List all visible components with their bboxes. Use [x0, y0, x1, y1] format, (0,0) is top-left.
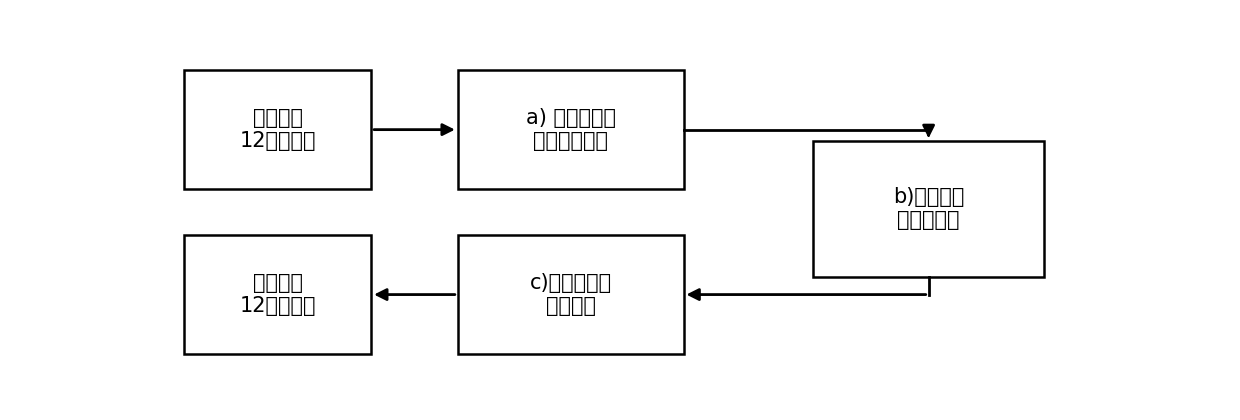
Bar	[458, 70, 683, 189]
Bar	[813, 141, 1044, 277]
Text: b)线性回归
训练、重建: b)线性回归 训练、重建	[893, 187, 965, 231]
Bar	[184, 70, 371, 189]
Text: 重建标准
12导联信号: 重建标准 12导联信号	[239, 273, 316, 316]
Bar	[458, 235, 683, 354]
Text: c)子区域心电
序列还原: c)子区域心电 序列还原	[529, 273, 611, 316]
Bar	[184, 235, 371, 354]
Text: a) 自适应心电
信号区域分割: a) 自适应心电 信号区域分割	[526, 108, 615, 151]
Text: 原始标准
12导联信号: 原始标准 12导联信号	[239, 108, 316, 151]
